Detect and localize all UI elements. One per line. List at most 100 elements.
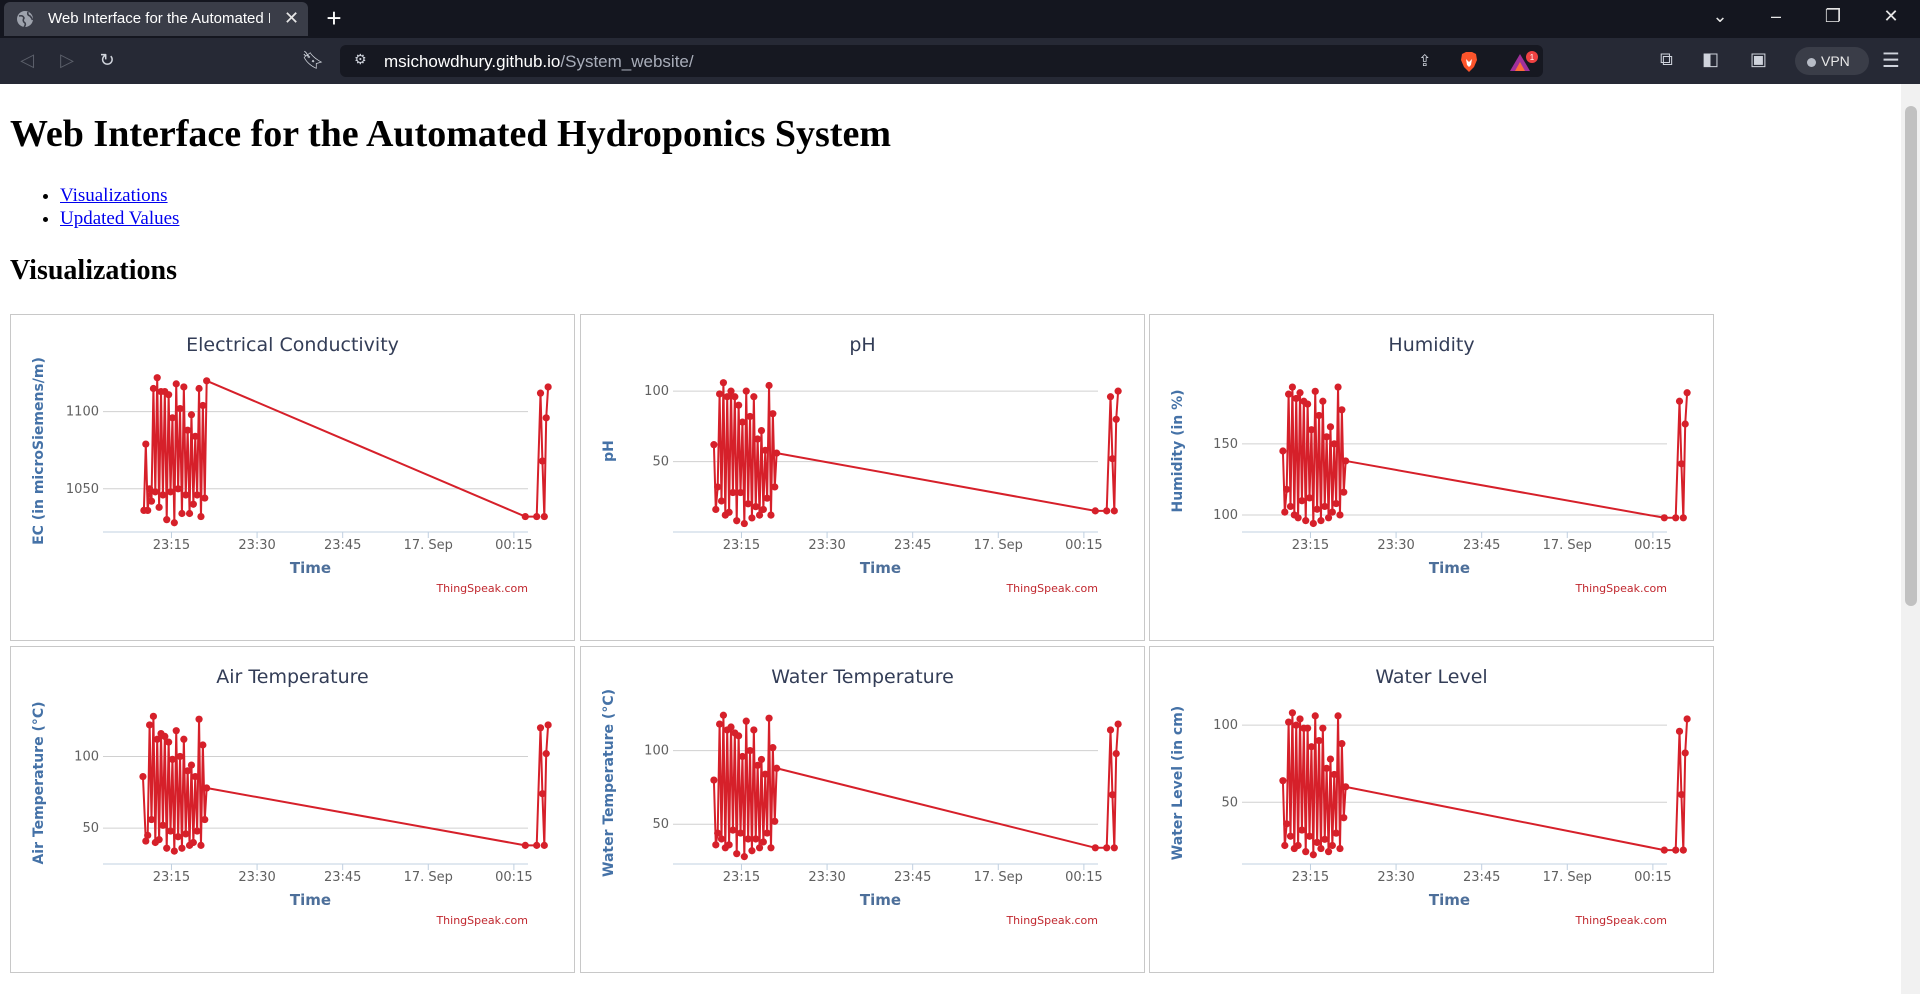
data-point[interactable] [1660, 846, 1668, 854]
browser-tab[interactable]: Web Interface for the Automated Hydropon… [4, 2, 308, 36]
data-point[interactable] [191, 432, 199, 440]
data-point[interactable] [1313, 838, 1321, 846]
visualizations-link[interactable]: Visualizations [60, 185, 168, 206]
address-bar[interactable]: ⚙ msichowdhury.github.io/System_website/… [340, 45, 1543, 77]
chart-credit-link[interactable]: ThingSpeak.com [1005, 914, 1098, 927]
data-point[interactable] [176, 404, 184, 413]
data-point[interactable] [1103, 844, 1111, 852]
data-point[interactable] [1296, 389, 1304, 397]
data-point[interactable] [1307, 743, 1316, 751]
data-point[interactable] [759, 838, 767, 846]
close-tab-icon[interactable]: ✕ [284, 8, 300, 28]
data-point[interactable] [201, 815, 209, 824]
data-point[interactable] [201, 494, 209, 502]
data-point[interactable] [1332, 829, 1340, 837]
data-point[interactable] [736, 829, 745, 837]
data-point[interactable] [754, 435, 762, 443]
data-point[interactable] [184, 767, 192, 775]
data-point[interactable] [1302, 848, 1310, 856]
data-point[interactable] [752, 503, 760, 511]
data-point[interactable] [771, 483, 779, 491]
back-icon[interactable]: ◁ [20, 50, 34, 71]
data-point[interactable] [1304, 724, 1312, 732]
data-point[interactable] [1328, 508, 1336, 516]
data-point[interactable] [716, 390, 724, 398]
data-point[interactable] [1679, 514, 1687, 522]
data-point[interactable] [146, 485, 154, 493]
data-point[interactable] [729, 826, 737, 834]
data-point[interactable] [536, 724, 545, 732]
data-point[interactable] [180, 383, 188, 391]
data-point[interactable] [142, 837, 150, 845]
forward-icon[interactable]: ▷ [60, 50, 74, 71]
data-point[interactable] [1112, 415, 1120, 423]
data-point[interactable] [199, 741, 207, 749]
data-point[interactable] [1106, 393, 1115, 401]
data-point[interactable] [717, 835, 726, 843]
data-point[interactable] [746, 412, 754, 421]
data-point[interactable] [1302, 517, 1310, 525]
data-point[interactable] [748, 514, 756, 522]
data-point[interactable] [170, 519, 178, 527]
data-point[interactable] [153, 374, 161, 382]
data-point[interactable] [1279, 447, 1287, 455]
data-point[interactable] [1307, 426, 1316, 434]
data-point[interactable] [1324, 848, 1333, 856]
data-point[interactable] [1288, 709, 1297, 717]
data-point[interactable] [763, 494, 771, 502]
data-point[interactable] [757, 755, 766, 764]
data-point[interactable] [1321, 835, 1329, 843]
data-point[interactable] [744, 835, 752, 843]
data-point[interactable] [1317, 844, 1325, 853]
data-point[interactable] [742, 717, 750, 725]
data-point[interactable] [191, 772, 199, 781]
data-point[interactable] [197, 512, 205, 521]
data-point[interactable] [1330, 440, 1338, 448]
data-point[interactable] [159, 821, 167, 829]
data-point[interactable] [714, 483, 722, 491]
reload-icon[interactable]: ↻ [99, 50, 115, 71]
data-point[interactable] [193, 491, 201, 499]
data-point[interactable] [189, 500, 197, 508]
data-point[interactable] [185, 509, 194, 518]
data-point[interactable] [1326, 423, 1335, 431]
data-point[interactable] [1338, 406, 1346, 414]
chart-credit-link[interactable]: ThingSpeak.com [435, 914, 528, 927]
data-point[interactable] [736, 488, 745, 497]
data-point[interactable] [712, 841, 720, 849]
chart-credit-link[interactable]: ThingSpeak.com [1574, 582, 1667, 595]
data-point[interactable] [542, 414, 550, 422]
data-point[interactable] [168, 755, 177, 763]
data-point[interactable] [1288, 383, 1297, 391]
data-point[interactable] [757, 426, 766, 435]
data-point[interactable] [139, 772, 147, 781]
data-point[interactable] [1112, 749, 1120, 758]
data-point[interactable] [740, 519, 748, 528]
data-point[interactable] [533, 512, 541, 521]
data-point[interactable] [1281, 841, 1289, 850]
data-point[interactable] [542, 750, 550, 758]
data-point[interactable] [1286, 502, 1295, 511]
data-point[interactable] [716, 720, 724, 728]
data-point[interactable] [1338, 740, 1346, 748]
chart-credit-link[interactable]: ThingSpeak.com [1574, 914, 1667, 927]
data-point[interactable] [1292, 721, 1300, 729]
data-point[interactable] [176, 752, 184, 761]
data-point[interactable] [742, 387, 750, 395]
data-point[interactable] [767, 511, 775, 519]
data-point[interactable] [1294, 514, 1302, 522]
data-point[interactable] [1298, 826, 1306, 834]
data-point[interactable] [165, 391, 173, 399]
chart-credit-link[interactable]: ThingSpeak.com [1005, 582, 1098, 595]
data-point[interactable] [1309, 519, 1317, 528]
data-point[interactable] [725, 841, 733, 849]
data-point[interactable] [1324, 514, 1333, 522]
data-point[interactable] [1340, 488, 1348, 496]
data-point[interactable] [1681, 749, 1689, 757]
data-point[interactable] [767, 844, 775, 852]
data-point[interactable] [147, 815, 156, 824]
data-point[interactable] [738, 418, 747, 426]
data-point[interactable] [755, 511, 764, 519]
data-point[interactable] [149, 384, 158, 393]
data-point[interactable] [199, 401, 207, 410]
